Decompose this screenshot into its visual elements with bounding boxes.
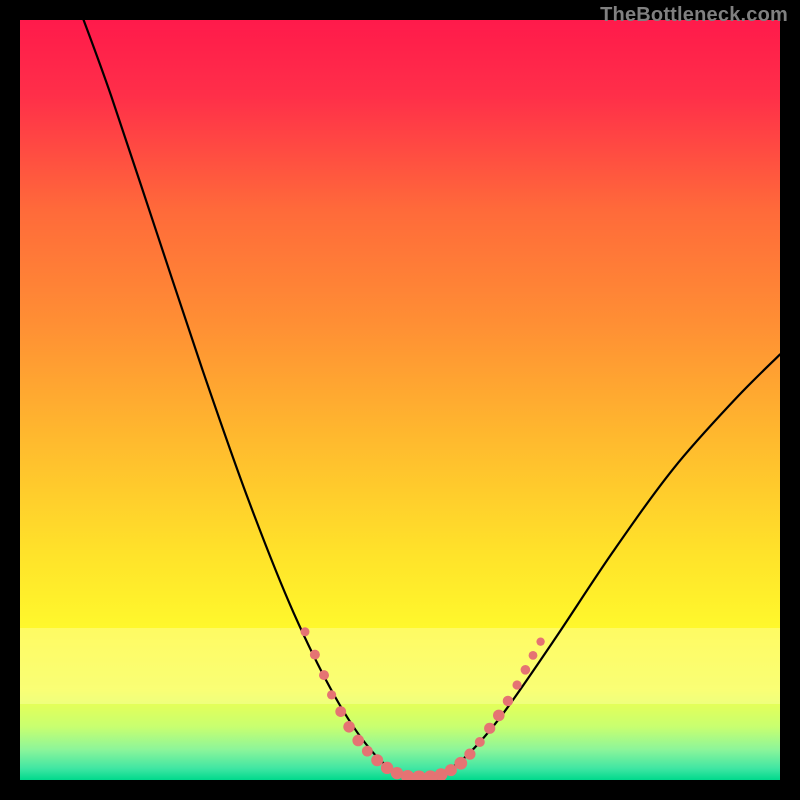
- data-marker: [301, 627, 310, 636]
- data-marker: [319, 670, 329, 680]
- data-marker: [503, 696, 513, 706]
- data-marker: [352, 735, 364, 747]
- data-marker: [335, 706, 346, 717]
- data-marker: [454, 757, 467, 770]
- chart-svg: [0, 0, 800, 800]
- data-marker: [475, 737, 485, 747]
- data-marker: [493, 710, 505, 722]
- chart-frame: TheBottleneck.com: [0, 0, 800, 800]
- data-marker: [362, 746, 373, 757]
- data-marker: [484, 723, 495, 734]
- data-marker: [310, 650, 320, 660]
- data-marker: [521, 665, 531, 675]
- data-marker: [371, 754, 383, 766]
- data-marker: [536, 637, 544, 645]
- data-marker: [464, 749, 475, 760]
- data-marker: [529, 651, 538, 660]
- highlight-band: [20, 628, 780, 704]
- data-marker: [343, 721, 355, 733]
- data-marker: [512, 680, 521, 689]
- data-marker: [327, 690, 336, 699]
- watermark-text: TheBottleneck.com: [600, 4, 788, 27]
